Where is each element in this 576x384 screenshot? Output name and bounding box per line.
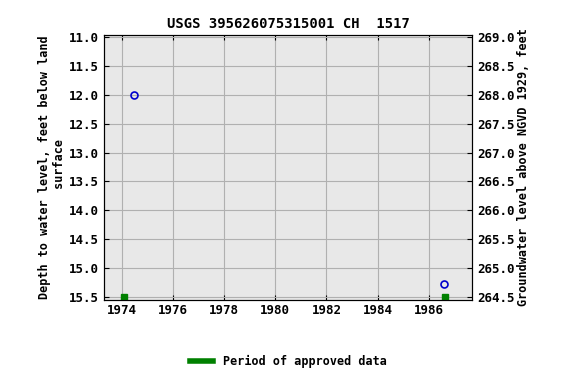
Y-axis label: Depth to water level, feet below land
 surface: Depth to water level, feet below land su… <box>38 35 66 299</box>
Title: USGS 395626075315001 CH  1517: USGS 395626075315001 CH 1517 <box>166 17 410 31</box>
Y-axis label: Groundwater level above NGVD 1929, feet: Groundwater level above NGVD 1929, feet <box>517 28 530 306</box>
Legend: Period of approved data: Period of approved data <box>185 351 391 373</box>
